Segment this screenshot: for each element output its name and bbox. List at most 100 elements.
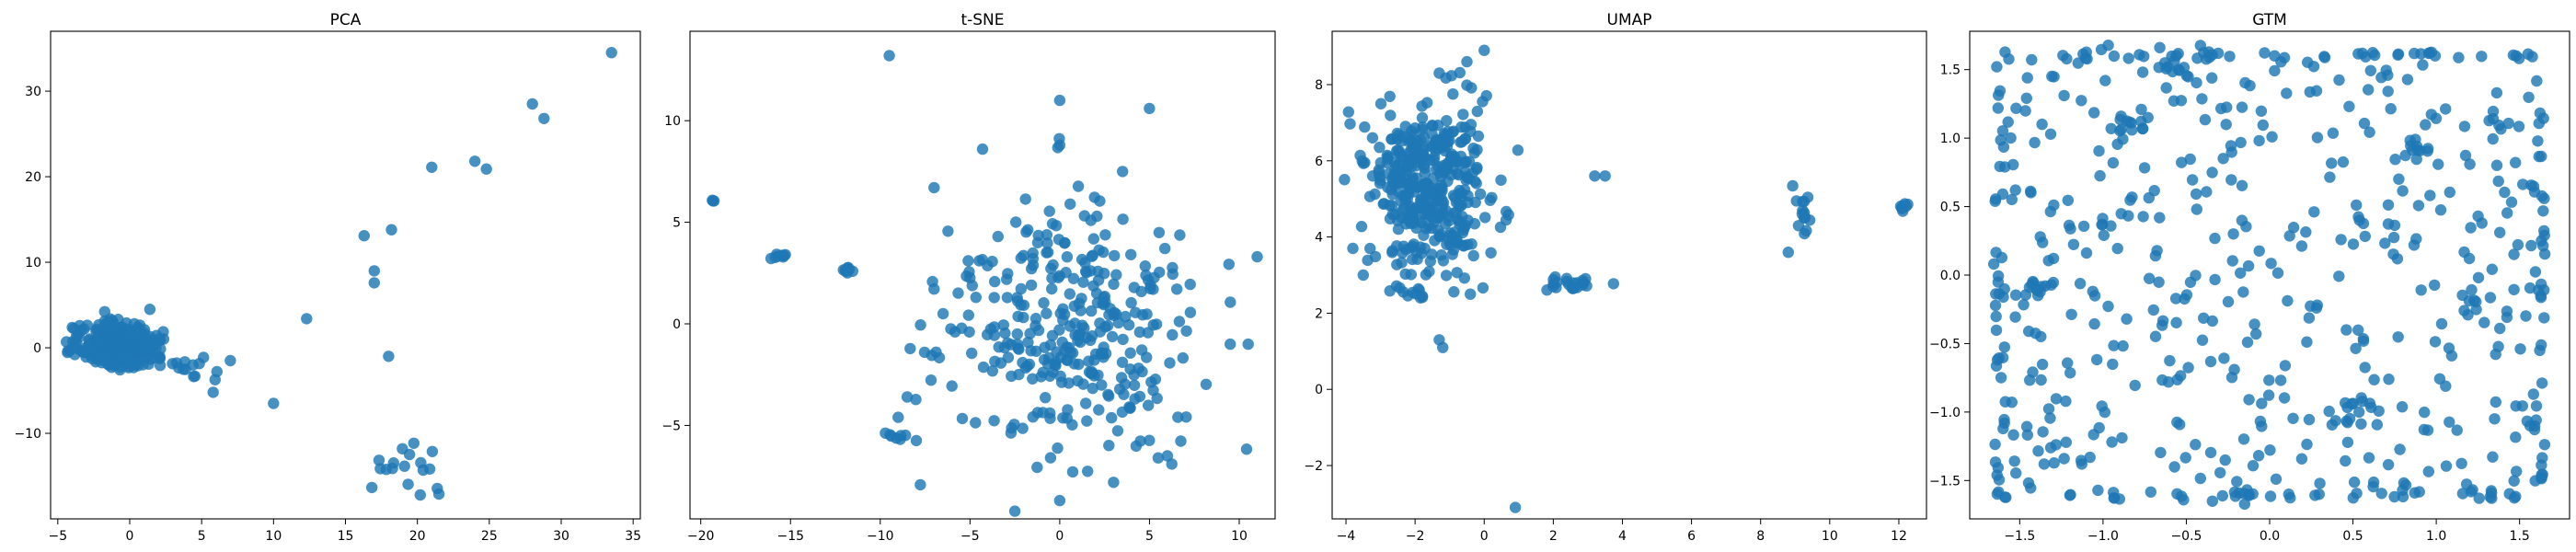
data-point [408, 437, 420, 449]
data-point [952, 287, 964, 299]
data-point [1225, 296, 1236, 308]
data-point [2418, 423, 2431, 436]
x-tick-label: 10 [1822, 529, 1838, 544]
y-tick-label: −10 [14, 427, 41, 442]
data-point [2042, 255, 2054, 267]
data-point [1223, 259, 1236, 270]
data-point [2343, 412, 2356, 425]
data-point [2222, 295, 2235, 308]
data-point [1159, 242, 1171, 255]
data-point [1433, 67, 1445, 79]
data-point [2465, 222, 2477, 234]
data-point [1173, 316, 1186, 328]
data-point [2064, 367, 2076, 379]
data-point [1782, 247, 1795, 259]
data-point [1180, 411, 1192, 423]
data-point [2034, 285, 2046, 298]
data-point [1384, 285, 1396, 297]
data-point [2204, 355, 2217, 368]
data-point [2241, 336, 2254, 349]
x-tick-label: 25 [481, 529, 498, 544]
data-point [2536, 150, 2547, 163]
data-point [1391, 214, 1404, 227]
data-point [1144, 434, 1156, 446]
data-point [1141, 308, 1153, 320]
data-point [1061, 251, 1074, 263]
data-point [2415, 284, 2427, 296]
data-point [1394, 175, 1406, 188]
data-point [1466, 238, 1478, 250]
data-point [1407, 180, 1419, 192]
panel-title: t-SNE [960, 11, 1004, 29]
data-point [1994, 160, 2006, 173]
data-point [1102, 388, 1114, 401]
data-point [2389, 154, 2401, 166]
data-point [2505, 196, 2518, 208]
data-point [1428, 151, 1441, 163]
data-point [892, 411, 904, 423]
data-point [1106, 330, 1119, 343]
data-point [224, 354, 236, 367]
data-point [1994, 85, 2007, 98]
data-point [2430, 112, 2443, 124]
data-point [2096, 400, 2108, 412]
data-point [1494, 221, 1507, 234]
data-point [2278, 392, 2291, 404]
data-point [2451, 424, 2463, 436]
data-point [1040, 392, 1052, 404]
data-point [2359, 230, 2371, 243]
data-point [154, 334, 167, 346]
data-point [2058, 453, 2070, 465]
data-point [1072, 180, 1085, 192]
data-point [2380, 64, 2392, 76]
y-tick-label: −2 [1304, 459, 1323, 474]
data-point [2397, 185, 2409, 197]
data-point [1430, 133, 1443, 146]
data-point [970, 292, 983, 304]
data-point [1099, 321, 1111, 333]
data-point [2512, 238, 2524, 251]
plot-frame [689, 30, 1276, 520]
data-point [2409, 47, 2421, 60]
data-point [2486, 263, 2498, 275]
data-point [2459, 149, 2472, 162]
panel-title: PCA [330, 11, 362, 29]
data-point [2264, 490, 2277, 502]
data-point [962, 255, 974, 267]
data-point [1993, 474, 2006, 486]
data-point [2209, 232, 2221, 245]
data-point [2206, 315, 2218, 328]
data-point [1153, 226, 1166, 238]
data-point [2508, 475, 2520, 487]
data-point [526, 98, 538, 110]
x-tick-label: 10 [1231, 529, 1248, 544]
y-axis: −10 0 10 20 30 [14, 85, 51, 442]
data-point [2170, 316, 2182, 328]
data-point [2536, 452, 2548, 464]
data-point [1064, 288, 1076, 300]
data-point [1607, 278, 1620, 290]
data-point [423, 463, 436, 475]
data-point [1086, 305, 1098, 317]
x-tick-label: 10 [265, 529, 282, 544]
data-point [1993, 288, 2006, 300]
data-point [2184, 153, 2196, 166]
data-point [1062, 404, 1074, 416]
data-point [2190, 188, 2202, 201]
data-point [2487, 132, 2499, 145]
data-point [2264, 444, 2276, 456]
data-point [1416, 100, 1428, 112]
data-point [2067, 238, 2080, 250]
data-point [1082, 466, 1094, 477]
data-point [2010, 467, 2022, 479]
data-point [1242, 338, 1254, 351]
data-point [2394, 443, 2406, 455]
data-point [2009, 184, 2021, 196]
data-point [2278, 52, 2291, 63]
data-point [1416, 111, 1429, 124]
data-point [1001, 292, 1014, 304]
data-point [1081, 415, 1093, 427]
data-point [2176, 156, 2188, 168]
data-point [2424, 190, 2436, 201]
x-tick-label: 35 [625, 529, 641, 544]
